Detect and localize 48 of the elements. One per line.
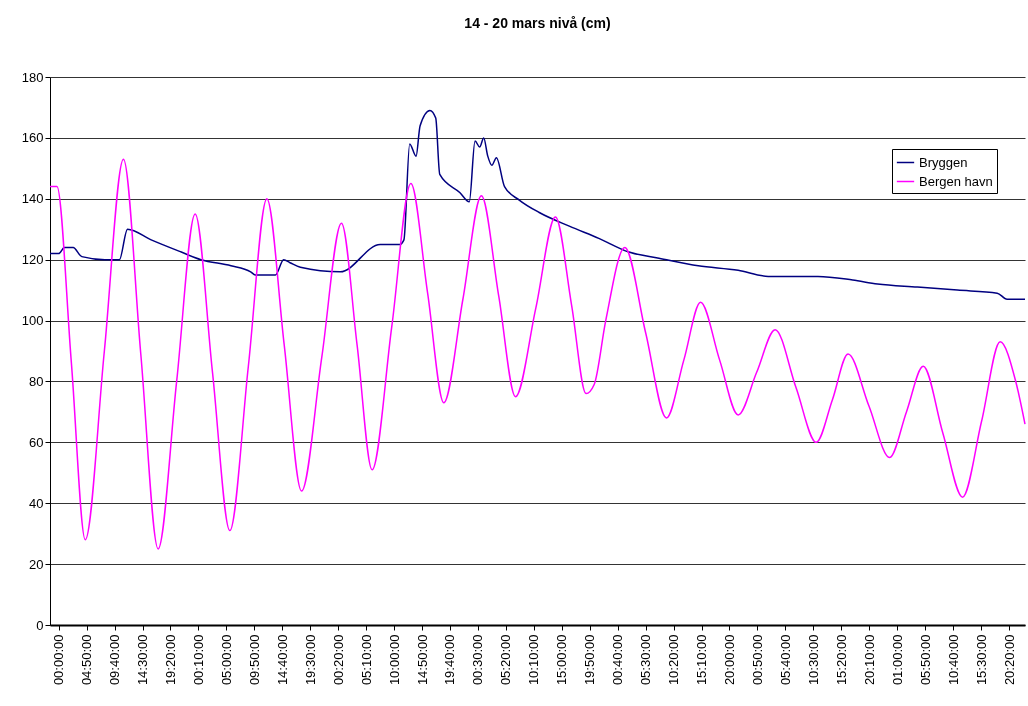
x-tick-label: 15:00:00: [554, 634, 570, 686]
y-tick-label: 160: [21, 130, 44, 146]
chart-title: 14 - 20 mars nivå (cm): [464, 15, 611, 31]
x-tick-label: 00:50:00: [749, 634, 765, 686]
x-tick-label: 20:20:00: [1001, 634, 1017, 686]
x-tick-label: 14:30:00: [135, 634, 151, 686]
y-tick-label: 40: [29, 495, 44, 511]
x-tick-label: 10:40:00: [945, 634, 961, 686]
x-tick-label: 19:50:00: [582, 634, 598, 686]
legend-label: Bryggen: [919, 154, 968, 170]
y-tick-label: 100: [21, 313, 44, 329]
legend-label: Bergen havn: [919, 173, 993, 189]
x-tick-label: 10:10:00: [526, 634, 542, 686]
x-tick-label: 10:30:00: [805, 634, 821, 686]
y-tick-label: 140: [21, 191, 44, 207]
y-tick-label: 20: [29, 556, 44, 572]
y-tick-label: 60: [29, 434, 44, 450]
x-tick-label: 15:20:00: [833, 634, 849, 686]
y-tick-label: 0: [36, 617, 44, 633]
x-tick-label: 10:20:00: [666, 634, 682, 686]
x-tick-label: 00:30:00: [470, 634, 486, 686]
x-tick-label: 15:10:00: [694, 634, 710, 686]
y-tick-label: 120: [21, 252, 44, 268]
x-tick-label: 05:50:00: [917, 634, 933, 686]
x-tick-label: 05:10:00: [358, 634, 374, 686]
x-tick-label: 20:00:00: [721, 634, 737, 686]
x-tick-label: 00:40:00: [610, 634, 626, 686]
x-tick-label: 09:40:00: [107, 634, 123, 686]
x-tick-label: 05:30:00: [638, 634, 654, 686]
x-tick-label: 00:20:00: [330, 634, 346, 686]
x-tick-label: 01:00:00: [889, 634, 905, 686]
x-tick-label: 00:00:00: [51, 634, 67, 686]
x-tick-label: 19:20:00: [162, 634, 178, 686]
x-tick-label: 14:40:00: [274, 634, 290, 686]
y-tick-label: 80: [29, 373, 44, 389]
x-tick-label: 04:50:00: [79, 634, 95, 686]
x-tick-label: 14:50:00: [414, 634, 430, 686]
x-tick-label: 15:30:00: [973, 634, 989, 686]
y-tick-label: 180: [21, 69, 44, 85]
x-tick-label: 09:50:00: [246, 634, 262, 686]
x-tick-label: 00:10:00: [190, 634, 206, 686]
x-tick-label: 10:00:00: [386, 634, 402, 686]
x-tick-label: 05:40:00: [777, 634, 793, 686]
x-tick-label: 05:00:00: [218, 634, 234, 686]
x-tick-label: 19:30:00: [302, 634, 318, 686]
x-tick-label: 05:20:00: [498, 634, 514, 686]
x-tick-label: 19:40:00: [442, 634, 458, 686]
x-tick-label: 20:10:00: [861, 634, 877, 686]
